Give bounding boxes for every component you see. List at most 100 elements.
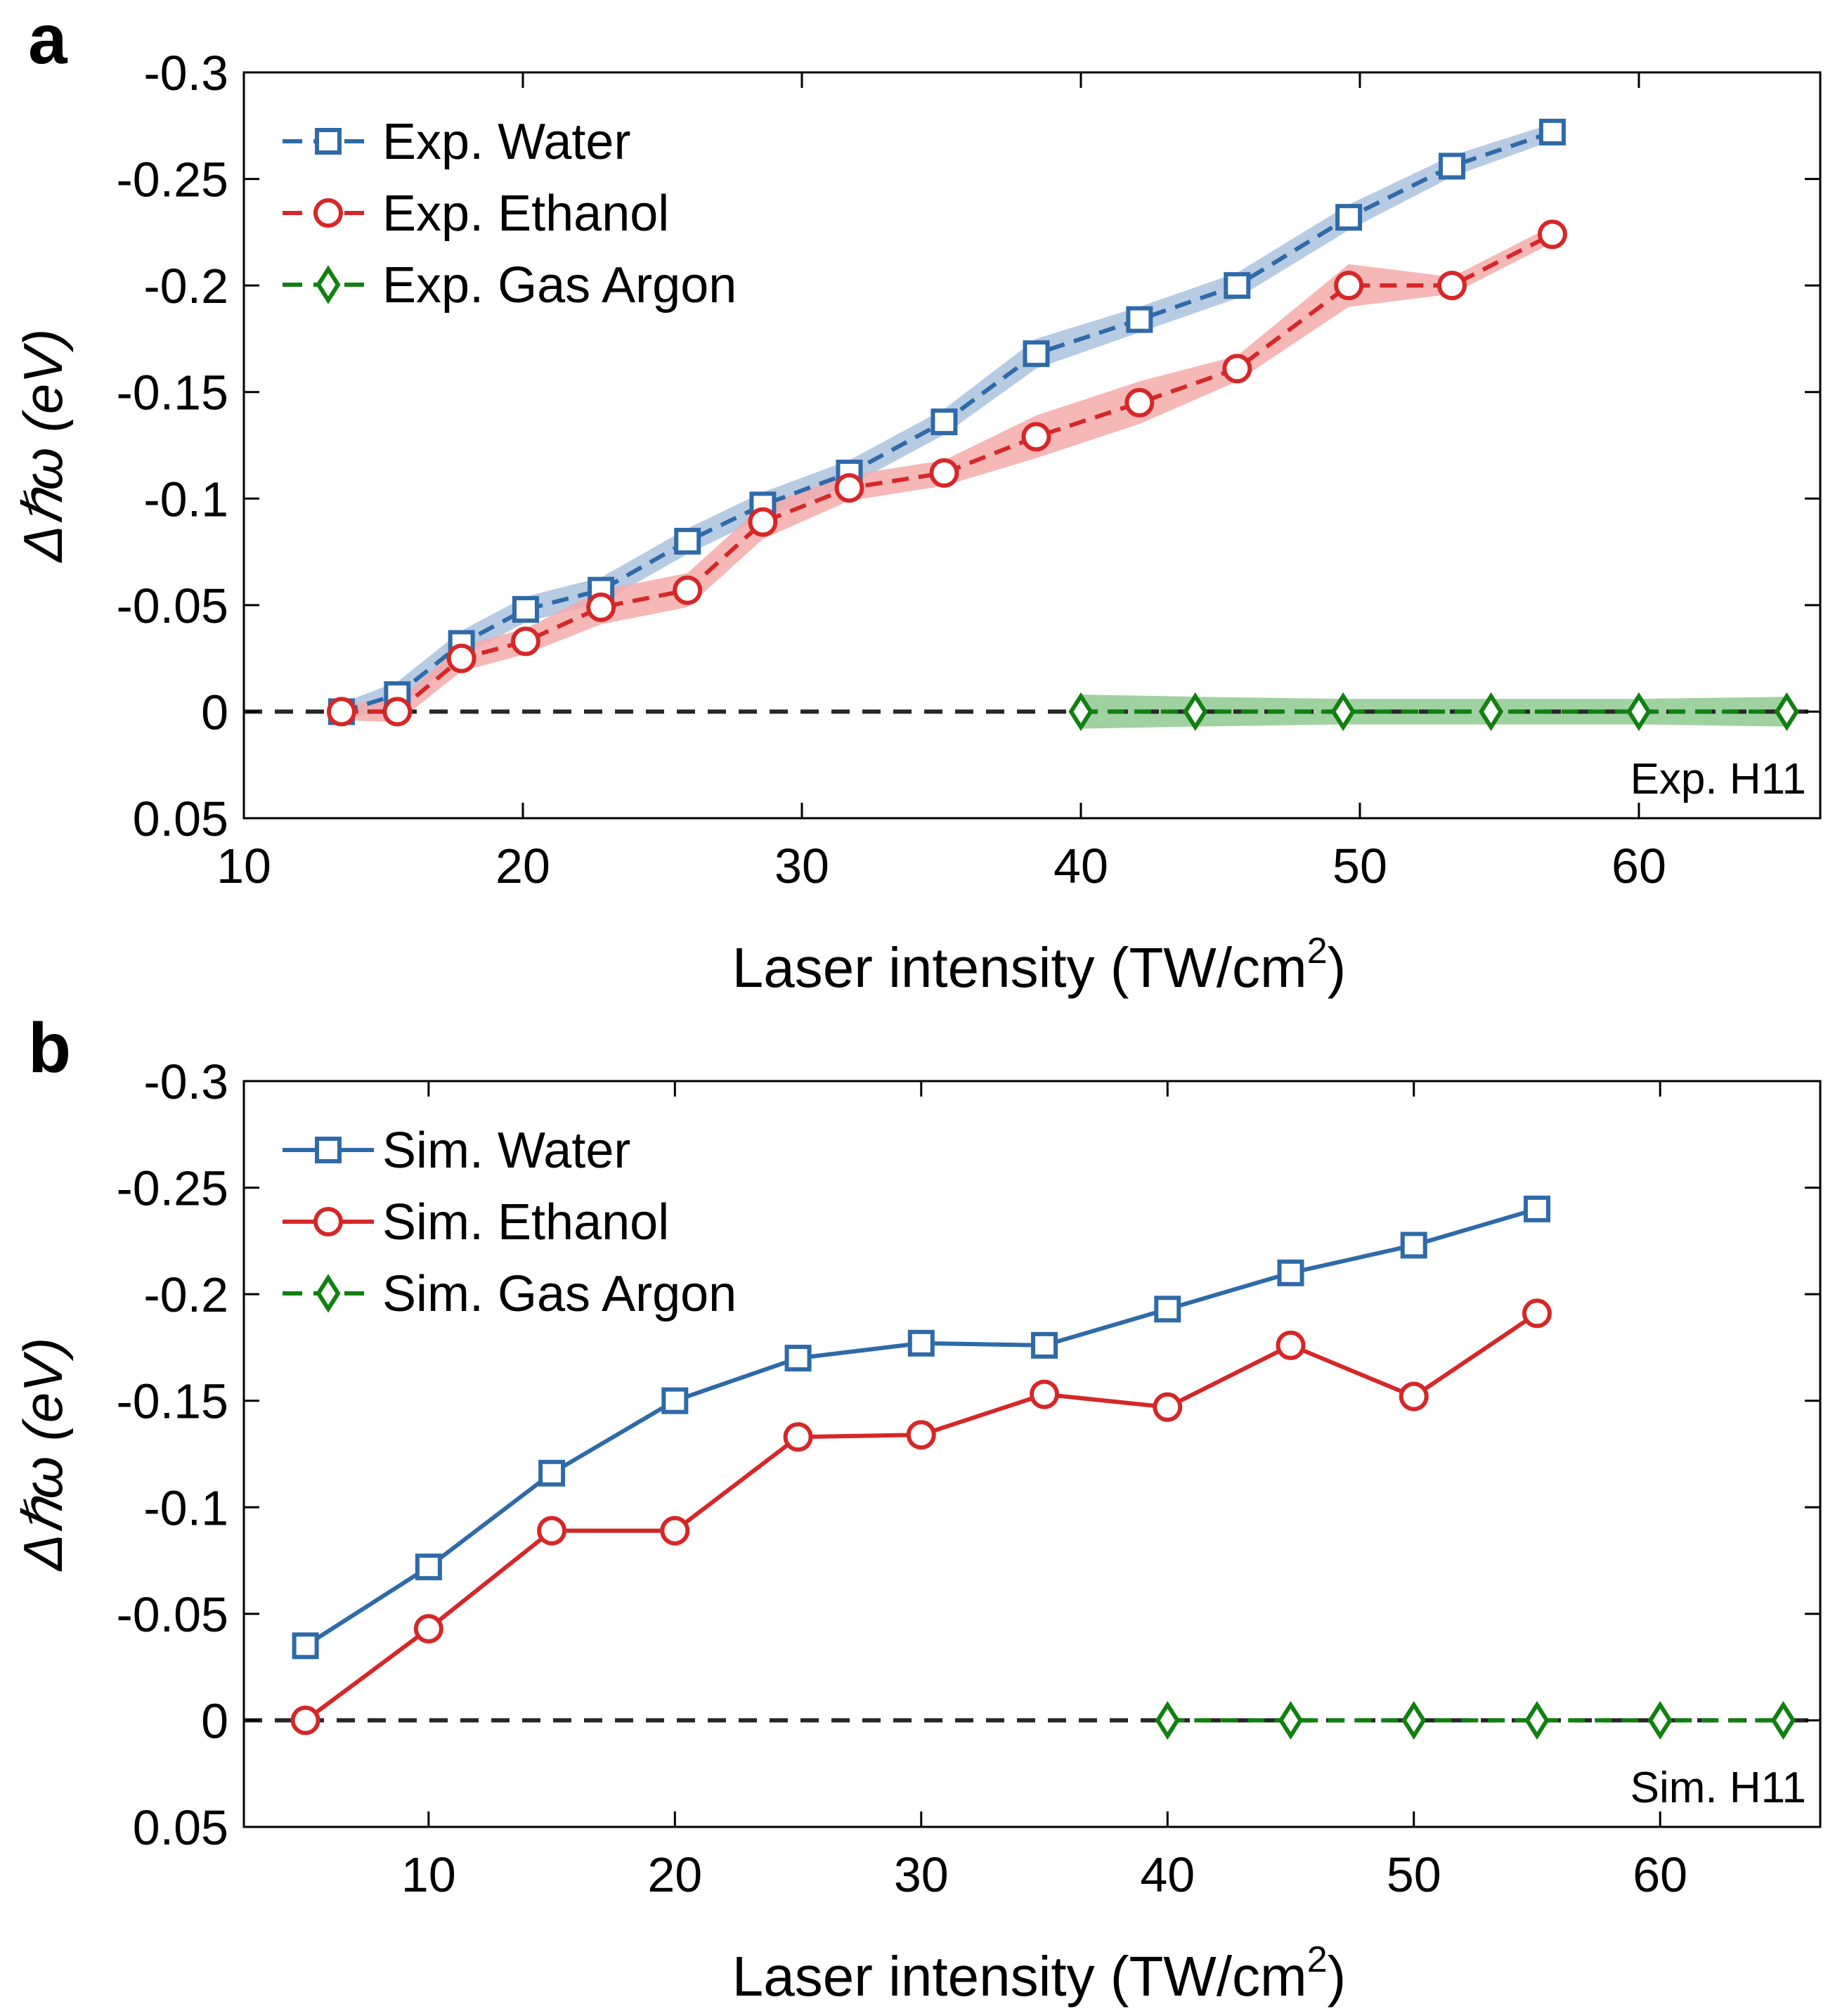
series-exp-ethanol <box>326 219 1567 727</box>
data-point <box>907 1329 935 1357</box>
x-tick-label: 20 <box>647 1847 702 1902</box>
data-point <box>1647 1700 1673 1740</box>
data-point <box>1537 219 1567 250</box>
data-point <box>1023 340 1050 368</box>
data-point <box>290 1705 320 1736</box>
x-axis-label: Laser intensity (TW/cm2) <box>732 1939 1347 2008</box>
data-point <box>1524 1700 1550 1740</box>
y-tick-label: -0.25 <box>116 1161 228 1216</box>
data-point <box>783 1422 813 1452</box>
data-point <box>1031 1331 1058 1359</box>
legend-marker <box>313 1207 343 1236</box>
data-point <box>1222 354 1252 384</box>
chart-panel-b: b -0.3 -0.25 -0.2 -0.15 -0.1 -0.05 0 0.05 10 20 30 4… <box>12 1009 1822 2008</box>
data-point <box>1334 271 1364 301</box>
plot-frame <box>242 71 1822 820</box>
x-tick-label: 20 <box>495 839 550 893</box>
data-point <box>929 458 959 488</box>
legend: Exp. Water Exp. Ethanol Exp. Gas Argon <box>283 114 737 314</box>
x-tick-label: 60 <box>1633 1847 1687 1902</box>
data-point <box>1153 1392 1183 1422</box>
data-point <box>1155 1700 1180 1740</box>
y-tick-label: -0.05 <box>116 579 228 633</box>
data-point <box>1124 387 1155 418</box>
x-tick-label: 30 <box>894 1847 949 1902</box>
data-point <box>538 1459 566 1487</box>
series-sim-gas-argon <box>1155 1700 1796 1740</box>
data-point <box>510 626 540 657</box>
data-point <box>1330 692 1356 732</box>
data-point <box>673 575 703 605</box>
panel-label: b <box>28 1009 71 1087</box>
legend-label: Exp. Ethanol <box>382 186 669 242</box>
y-tick-label: 0.05 <box>133 1800 228 1855</box>
data-point <box>1030 1379 1060 1409</box>
legend-marker <box>313 198 343 228</box>
y-tick-label: -0.15 <box>116 1374 228 1429</box>
legend-marker <box>316 265 341 304</box>
data-point <box>1183 692 1208 732</box>
data-point <box>292 1632 319 1660</box>
legend-label: Sim. Gas Argon <box>382 1266 737 1322</box>
y-tick-label: -0.1 <box>143 1480 228 1535</box>
legend-label: Exp. Water <box>382 114 630 170</box>
x-tick-label: 60 <box>1612 839 1666 893</box>
data-point <box>1335 204 1363 231</box>
data-point <box>1224 272 1251 299</box>
data-point <box>1401 1700 1427 1740</box>
y-tick-label: -0.25 <box>116 153 228 207</box>
data-point <box>906 1420 936 1450</box>
x-tick-label: 10 <box>216 839 271 893</box>
y-tick-label: -0.3 <box>143 1054 228 1109</box>
x-tick-label: 40 <box>1053 839 1108 893</box>
data-point <box>1770 1700 1796 1740</box>
data-point <box>660 1516 690 1546</box>
data-point <box>1437 271 1467 301</box>
data-point <box>586 592 616 622</box>
x-tick-label: 50 <box>1333 839 1387 893</box>
data-point <box>661 1387 689 1414</box>
data-point <box>1478 692 1504 732</box>
y-tick-label: 0.05 <box>133 791 228 846</box>
y-tick-label: 0 <box>201 1693 228 1748</box>
data-point <box>748 507 778 537</box>
data-point <box>1438 153 1465 180</box>
y-tick-label: -0.2 <box>143 1267 228 1322</box>
data-point <box>1399 1381 1429 1411</box>
data-point <box>1278 1700 1304 1740</box>
legend-marker <box>316 1274 341 1313</box>
y-axis-label: Δℏω (eV) <box>12 1338 74 1572</box>
panel-annotation: Sim. H11 <box>1630 1764 1806 1812</box>
data-point <box>834 473 864 503</box>
data-point <box>1523 1195 1550 1222</box>
data-point <box>1068 692 1094 732</box>
x-tick-label: 50 <box>1387 1847 1441 1902</box>
y-tick-label: -0.3 <box>143 46 228 101</box>
y-tick-label: -0.05 <box>116 1587 228 1642</box>
data-point <box>1774 692 1799 732</box>
series-exp-gas-argon <box>1068 692 1799 732</box>
data-point <box>1277 1259 1304 1286</box>
x-axis-label: Laser intensity (TW/cm2) <box>732 931 1347 999</box>
panel-annotation: Exp. H11 <box>1630 755 1806 803</box>
x-tick-label: 30 <box>774 839 829 893</box>
data-point <box>674 527 701 555</box>
data-point <box>1400 1232 1427 1259</box>
legend-marker <box>315 1137 342 1163</box>
data-point <box>1522 1298 1552 1329</box>
data-point <box>1538 118 1566 146</box>
data-point <box>1626 692 1652 732</box>
legend-marker <box>315 128 342 155</box>
x-tick-label: 10 <box>401 1847 456 1902</box>
data-point <box>415 1553 442 1581</box>
y-tick-label: -0.2 <box>143 259 228 314</box>
legend-label: Exp. Gas Argon <box>382 257 737 314</box>
data-point <box>1126 306 1153 333</box>
legend: Sim. Water Sim. Ethanol Sim. Gas Argon <box>283 1123 737 1322</box>
legend-label: Sim. Ethanol <box>382 1194 669 1251</box>
x-tick-label: 40 <box>1140 1847 1195 1902</box>
legend-label: Sim. Water <box>382 1123 630 1179</box>
data-point <box>326 697 356 727</box>
